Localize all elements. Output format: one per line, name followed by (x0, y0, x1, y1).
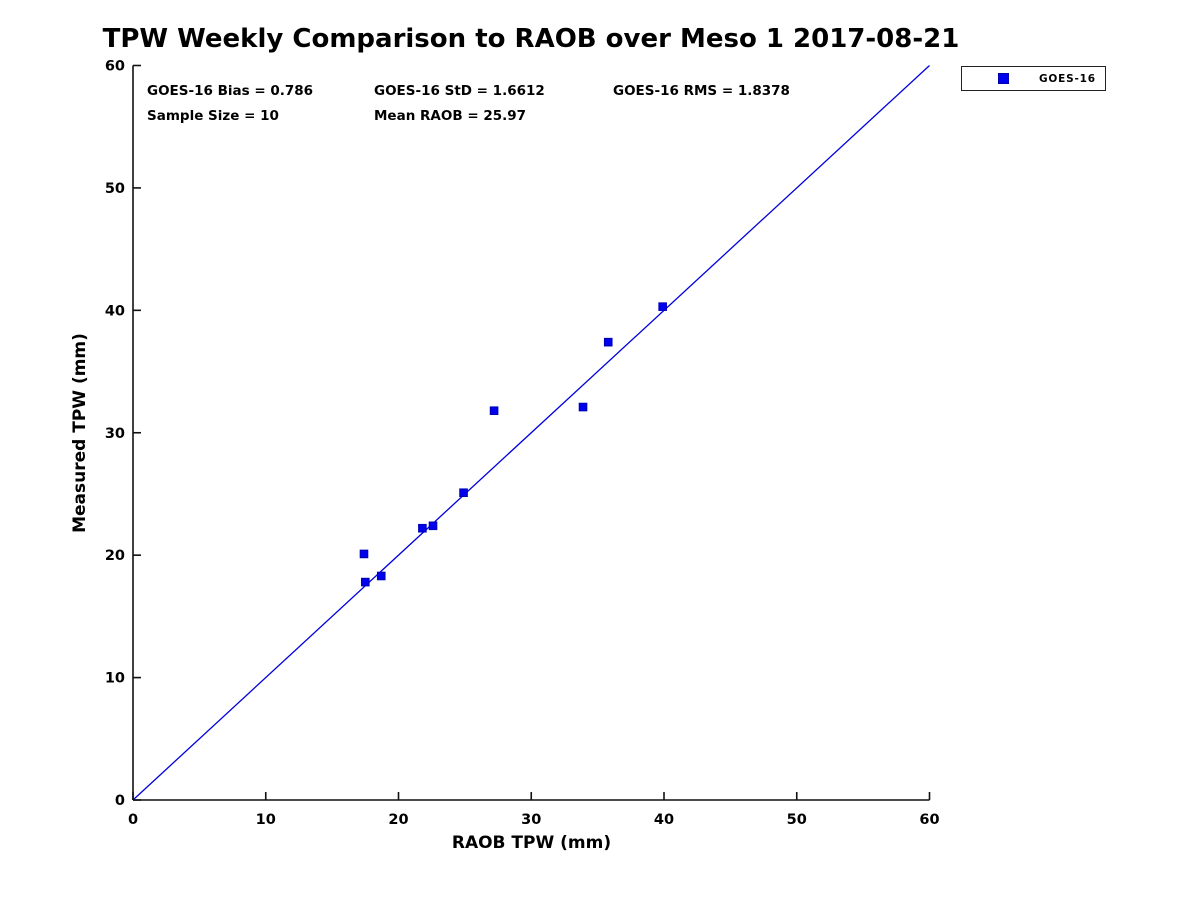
x-axis-label: RAOB TPW (mm) (451, 833, 612, 853)
y-tick-label: 50 (105, 181, 125, 197)
y-tick-label: 0 (115, 793, 125, 809)
stat-rms: GOES-16 RMS = 1.8378 (613, 83, 790, 99)
data-point-marker (376, 571, 386, 581)
data-point-marker (459, 488, 468, 498)
x-tick-label: 60 (919, 812, 939, 828)
data-point-marker (428, 521, 438, 531)
legend-label: GOES-16 (1039, 72, 1096, 85)
one-to-one-line (132, 65, 930, 801)
y-tick-label: 10 (105, 671, 125, 687)
x-tick-label: 30 (521, 812, 541, 828)
data-point-marker (361, 577, 370, 587)
data-point-marker (418, 523, 427, 533)
legend: GOES-16 (961, 66, 1106, 91)
chart-title: TPW Weekly Comparison to RAOB over Meso … (102, 24, 960, 54)
x-tick-label: 0 (128, 812, 138, 828)
y-tick-label: 30 (105, 426, 125, 442)
data-point-marker (359, 549, 369, 559)
x-tick-label: 10 (256, 812, 276, 828)
stat-sample-size: Sample Size = 10 (147, 108, 279, 124)
x-tick-label: 20 (388, 812, 408, 828)
y-axis-label: Measured TPW (mm) (70, 333, 90, 533)
x-tick-label: 40 (654, 812, 674, 828)
y-tick-label: 40 (105, 303, 125, 319)
legend-marker-square-icon (998, 73, 1009, 84)
data-point-marker (658, 302, 667, 311)
stat-bias: GOES-16 Bias = 0.786 (147, 83, 314, 99)
stat-mean-raob: Mean RAOB = 25.97 (374, 108, 527, 124)
data-point-marker (489, 406, 499, 416)
data-point-marker (603, 337, 613, 347)
data-point-marker (578, 402, 588, 412)
y-tick-label: 60 (105, 59, 125, 75)
y-tick-label: 20 (105, 548, 125, 564)
stat-std: GOES-16 StD = 1.6612 (374, 83, 545, 99)
x-tick-label: 50 (787, 812, 807, 828)
